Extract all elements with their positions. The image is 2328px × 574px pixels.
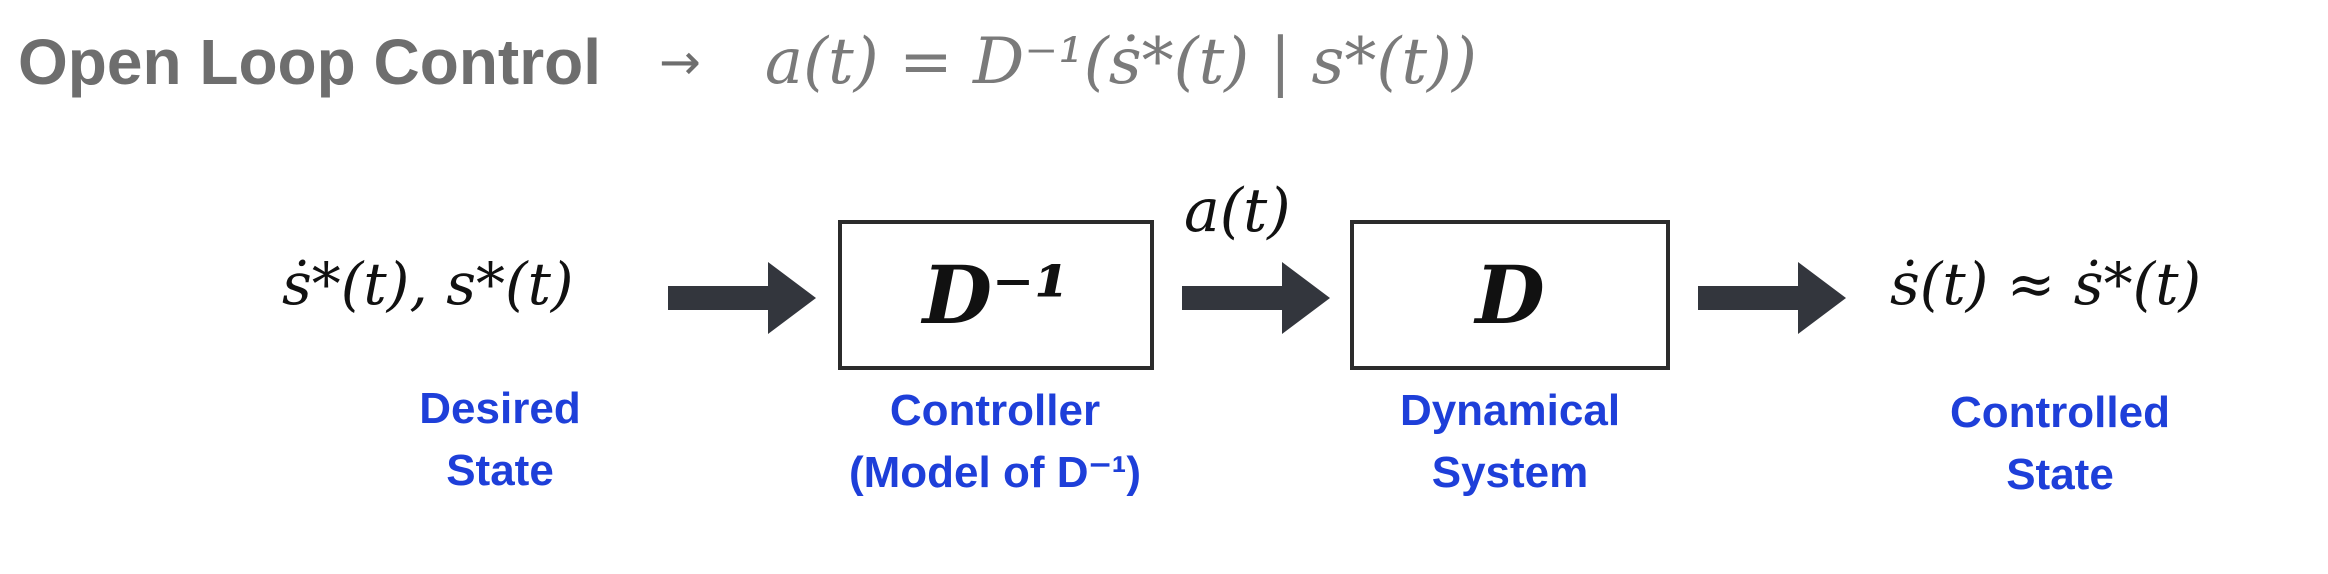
controller-block-label: D⁻¹: [922, 248, 1070, 342]
caption-desired-state-line1: Desired: [419, 384, 581, 433]
controlled-state-math: ṡ(t) ≈ ṡ*(t): [1890, 250, 2202, 318]
controller-block: D⁻¹: [838, 220, 1154, 370]
page-title: Open Loop Control → a(t) = D⁻¹(ṡ*(t) | s…: [18, 12, 1477, 112]
title-text: Open Loop Control: [18, 26, 601, 98]
caption-system-line1: Dynamical: [1399, 386, 1621, 435]
caption-system: Dynamical System: [1350, 380, 1670, 504]
caption-desired-state-line2: State: [446, 446, 554, 495]
caption-controller-line2: (Model of D⁻¹): [848, 448, 1142, 497]
caption-system-line2: System: [1431, 448, 1589, 497]
system-block: D: [1350, 220, 1670, 370]
caption-controlled-state-line2: State: [2006, 450, 2114, 499]
title-arrow: →: [659, 33, 701, 91]
caption-controller-line1: Controller: [889, 386, 1101, 435]
control-signal-label: a(t): [1184, 176, 1291, 246]
caption-controlled-state: Controlled State: [1900, 382, 2220, 506]
arrow-input-to-controller: [668, 262, 816, 334]
caption-desired-state: Desired State: [350, 378, 650, 502]
arrow-controller-to-system: [1182, 262, 1330, 334]
arrow-system-to-output: [1698, 262, 1846, 334]
caption-controlled-state-line1: Controlled: [1950, 388, 2170, 437]
title-equation: a(t) = D⁻¹(ṡ*(t) | s*(t)): [764, 25, 1477, 99]
caption-controller: Controller (Model of D⁻¹): [790, 380, 1200, 504]
desired-state-math: ṡ*(t), s*(t): [282, 250, 574, 318]
system-block-label: D: [1475, 248, 1545, 342]
